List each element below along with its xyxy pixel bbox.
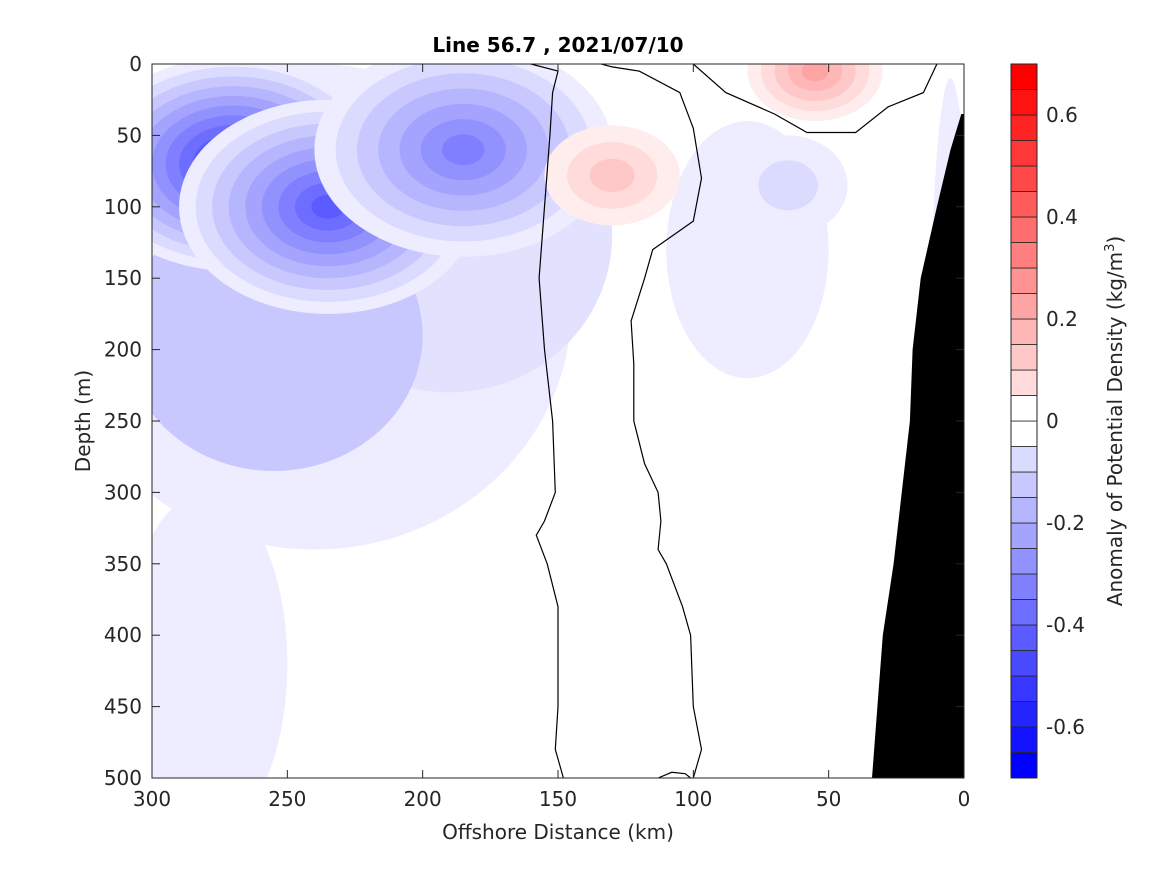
colorbar-segment bbox=[1010, 624, 1038, 651]
x-tick-label: 200 bbox=[404, 787, 442, 811]
colorbar-segment bbox=[1010, 701, 1038, 728]
colorbar-tick-label: 0 bbox=[1046, 409, 1059, 433]
x-axis-label: Offshore Distance (km) bbox=[442, 820, 674, 844]
zero-contour-3 bbox=[692, 64, 938, 134]
x-tick-label: 50 bbox=[816, 787, 841, 811]
x-tick-label: 150 bbox=[539, 787, 577, 811]
colorbar-tick-label: -0.6 bbox=[1046, 715, 1085, 739]
x-axis: 300 250 200 150 100 50 0 bbox=[133, 64, 970, 811]
colorbar-segment bbox=[1010, 89, 1038, 116]
colorbar-segment bbox=[1010, 267, 1038, 294]
plot-area bbox=[152, 64, 964, 778]
colorbar-tick-label: -0.4 bbox=[1046, 613, 1085, 637]
colorbar-tick-label: -0.2 bbox=[1046, 511, 1085, 535]
y-tick-label: 250 bbox=[104, 409, 142, 433]
seafloor-bathymetry bbox=[872, 114, 964, 778]
y-axis-label: Depth (m) bbox=[71, 370, 95, 472]
zero-contour-layer bbox=[530, 64, 938, 778]
colorbar: -0.6 -0.4 -0.2 0 0.2 0.4 0.6 bbox=[1010, 63, 1085, 779]
colorbar-segment bbox=[1010, 140, 1038, 167]
plot-frame bbox=[151, 63, 965, 779]
colorbar-segment bbox=[1010, 675, 1038, 702]
y-tick-label: 500 bbox=[104, 766, 142, 790]
anomaly-band-5-2 bbox=[758, 160, 818, 211]
colorbar-segment bbox=[1010, 650, 1038, 677]
chart-title: Line 56.7 , 2021/07/10 bbox=[432, 33, 683, 57]
colorbar-tick-label: 0.4 bbox=[1046, 205, 1078, 229]
y-tick-label: 450 bbox=[104, 695, 142, 719]
bathymetry-layer bbox=[872, 114, 964, 778]
colorbar-segment bbox=[1010, 114, 1038, 141]
y-tick-label: 100 bbox=[104, 195, 142, 219]
zero-contour-1 bbox=[601, 64, 703, 778]
colorbar-tick-label: 0.2 bbox=[1046, 307, 1078, 331]
colorbar-tick-label: 0.6 bbox=[1046, 103, 1078, 127]
y-axis: 0 50 100 150 200 250 300 350 400 450 500 bbox=[104, 52, 964, 790]
colorbar-segment bbox=[1010, 548, 1038, 575]
colorbar-segment bbox=[1010, 165, 1038, 192]
y-tick-label: 400 bbox=[104, 623, 142, 647]
y-tick-label: 0 bbox=[129, 52, 142, 76]
colorbar-segment bbox=[1010, 726, 1038, 753]
colorbar-segment bbox=[1010, 395, 1038, 422]
anomaly-band-2-7 bbox=[442, 134, 485, 165]
zero-contour-2 bbox=[657, 771, 691, 778]
x-tick-label: 300 bbox=[133, 787, 171, 811]
colorbar-label: Anomaly of Potential Density (kg/m3) bbox=[1103, 236, 1127, 606]
colorbar-segment bbox=[1010, 420, 1038, 447]
x-tick-label: 250 bbox=[268, 787, 306, 811]
colorbar-segment bbox=[1010, 318, 1038, 345]
y-tick-label: 300 bbox=[104, 480, 142, 504]
zero-contour-0 bbox=[530, 64, 564, 778]
colorbar-segment bbox=[1010, 522, 1038, 549]
colorbar-segment bbox=[1010, 242, 1038, 269]
colorbar-frame bbox=[1010, 63, 1038, 779]
colorbar-segment bbox=[1010, 216, 1038, 243]
colorbar-segment bbox=[1010, 63, 1038, 90]
colorbar-segment bbox=[1010, 191, 1038, 218]
anomaly-field-layer bbox=[152, 64, 964, 778]
x-tick-label: 100 bbox=[674, 787, 712, 811]
y-tick-label: 350 bbox=[104, 552, 142, 576]
colorbar-segment bbox=[1010, 369, 1038, 396]
y-tick-label: 150 bbox=[104, 266, 142, 290]
anomaly-band-4-5 bbox=[801, 64, 829, 82]
colorbar-segment bbox=[1010, 293, 1038, 320]
colorbar-segment bbox=[1010, 446, 1038, 473]
colorbar-segment bbox=[1010, 599, 1038, 626]
y-tick-label: 50 bbox=[117, 123, 142, 147]
anomaly-band-3-3 bbox=[589, 158, 635, 193]
colorbar-segment bbox=[1010, 573, 1038, 600]
field-lobe-1 bbox=[152, 492, 288, 778]
colorbar-segment bbox=[1010, 344, 1038, 371]
colorbar-segment bbox=[1010, 497, 1038, 524]
x-tick-label: 0 bbox=[958, 787, 971, 811]
y-tick-label: 200 bbox=[104, 338, 142, 362]
colorbar-segment bbox=[1010, 471, 1038, 498]
colorbar-segment bbox=[1010, 752, 1038, 779]
